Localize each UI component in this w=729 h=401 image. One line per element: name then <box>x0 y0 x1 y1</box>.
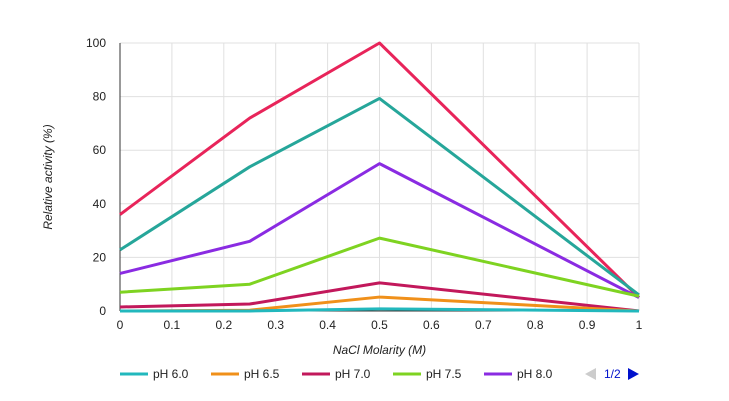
legend-label: pH 8.0 <box>517 367 553 381</box>
x-tick-label: 0.1 <box>164 318 181 332</box>
x-tick-label: 0.5 <box>371 318 388 332</box>
legend-item[interactable]: pH 7.5 <box>393 367 462 381</box>
legend-item[interactable]: pH 6.0 <box>120 367 189 381</box>
series-line[interactable] <box>119 96 640 297</box>
x-tick-label: 0.6 <box>423 318 440 332</box>
y-tick-label: 0 <box>99 304 106 318</box>
y-tick-label: 80 <box>93 90 107 104</box>
x-tick-label: 0.4 <box>319 318 336 332</box>
x-tick-label: 0.8 <box>527 318 544 332</box>
legend: pH 6.0 pH 6.5 pH 7.0 pH 7.5 pH 8.0 <box>120 367 553 381</box>
y-tick-label: 100 <box>86 36 106 50</box>
pager-next-icon[interactable] <box>628 368 639 380</box>
y-tick-label: 40 <box>93 197 107 211</box>
series-line[interactable] <box>119 281 640 313</box>
legend-item[interactable]: pH 7.0 <box>302 367 371 381</box>
x-tick-label: 0.2 <box>215 318 232 332</box>
legend-label: pH 6.0 <box>153 367 189 381</box>
legend-item[interactable]: pH 6.5 <box>211 367 280 381</box>
legend-label: pH 6.5 <box>244 367 280 381</box>
pager-text: 1/2 <box>604 367 621 381</box>
x-tick-label: 0.7 <box>475 318 492 332</box>
series-line[interactable] <box>120 307 640 313</box>
legend-pager[interactable]: 1/2 <box>585 367 639 381</box>
grid <box>120 42 640 311</box>
series-line[interactable] <box>119 162 640 299</box>
legend-label: pH 7.5 <box>426 367 462 381</box>
legend-label: pH 7.0 <box>335 367 371 381</box>
x-axis-title: NaCl Molarity (M) <box>333 343 426 357</box>
series-line[interactable] <box>119 41 641 299</box>
y-tick-label: 60 <box>93 143 107 157</box>
x-tick-label: 0.9 <box>579 318 596 332</box>
x-tick-label: 1 <box>636 318 643 332</box>
tick-labels: 0 0.1 0.2 0.3 0.4 0.5 0.6 0.7 0.8 0.9 1 0 20 40 60 80 10… <box>86 36 643 332</box>
series-lines <box>119 41 641 313</box>
legend-item[interactable]: pH 8.0 <box>484 367 553 381</box>
x-tick-label: 0 <box>117 318 124 332</box>
y-axis-title: Relative activity (%) <box>41 124 55 229</box>
y-tick-label: 20 <box>93 250 107 264</box>
pager-prev-icon[interactable] <box>585 368 596 380</box>
series-line[interactable] <box>119 236 640 298</box>
x-tick-label: 0.3 <box>267 318 284 332</box>
